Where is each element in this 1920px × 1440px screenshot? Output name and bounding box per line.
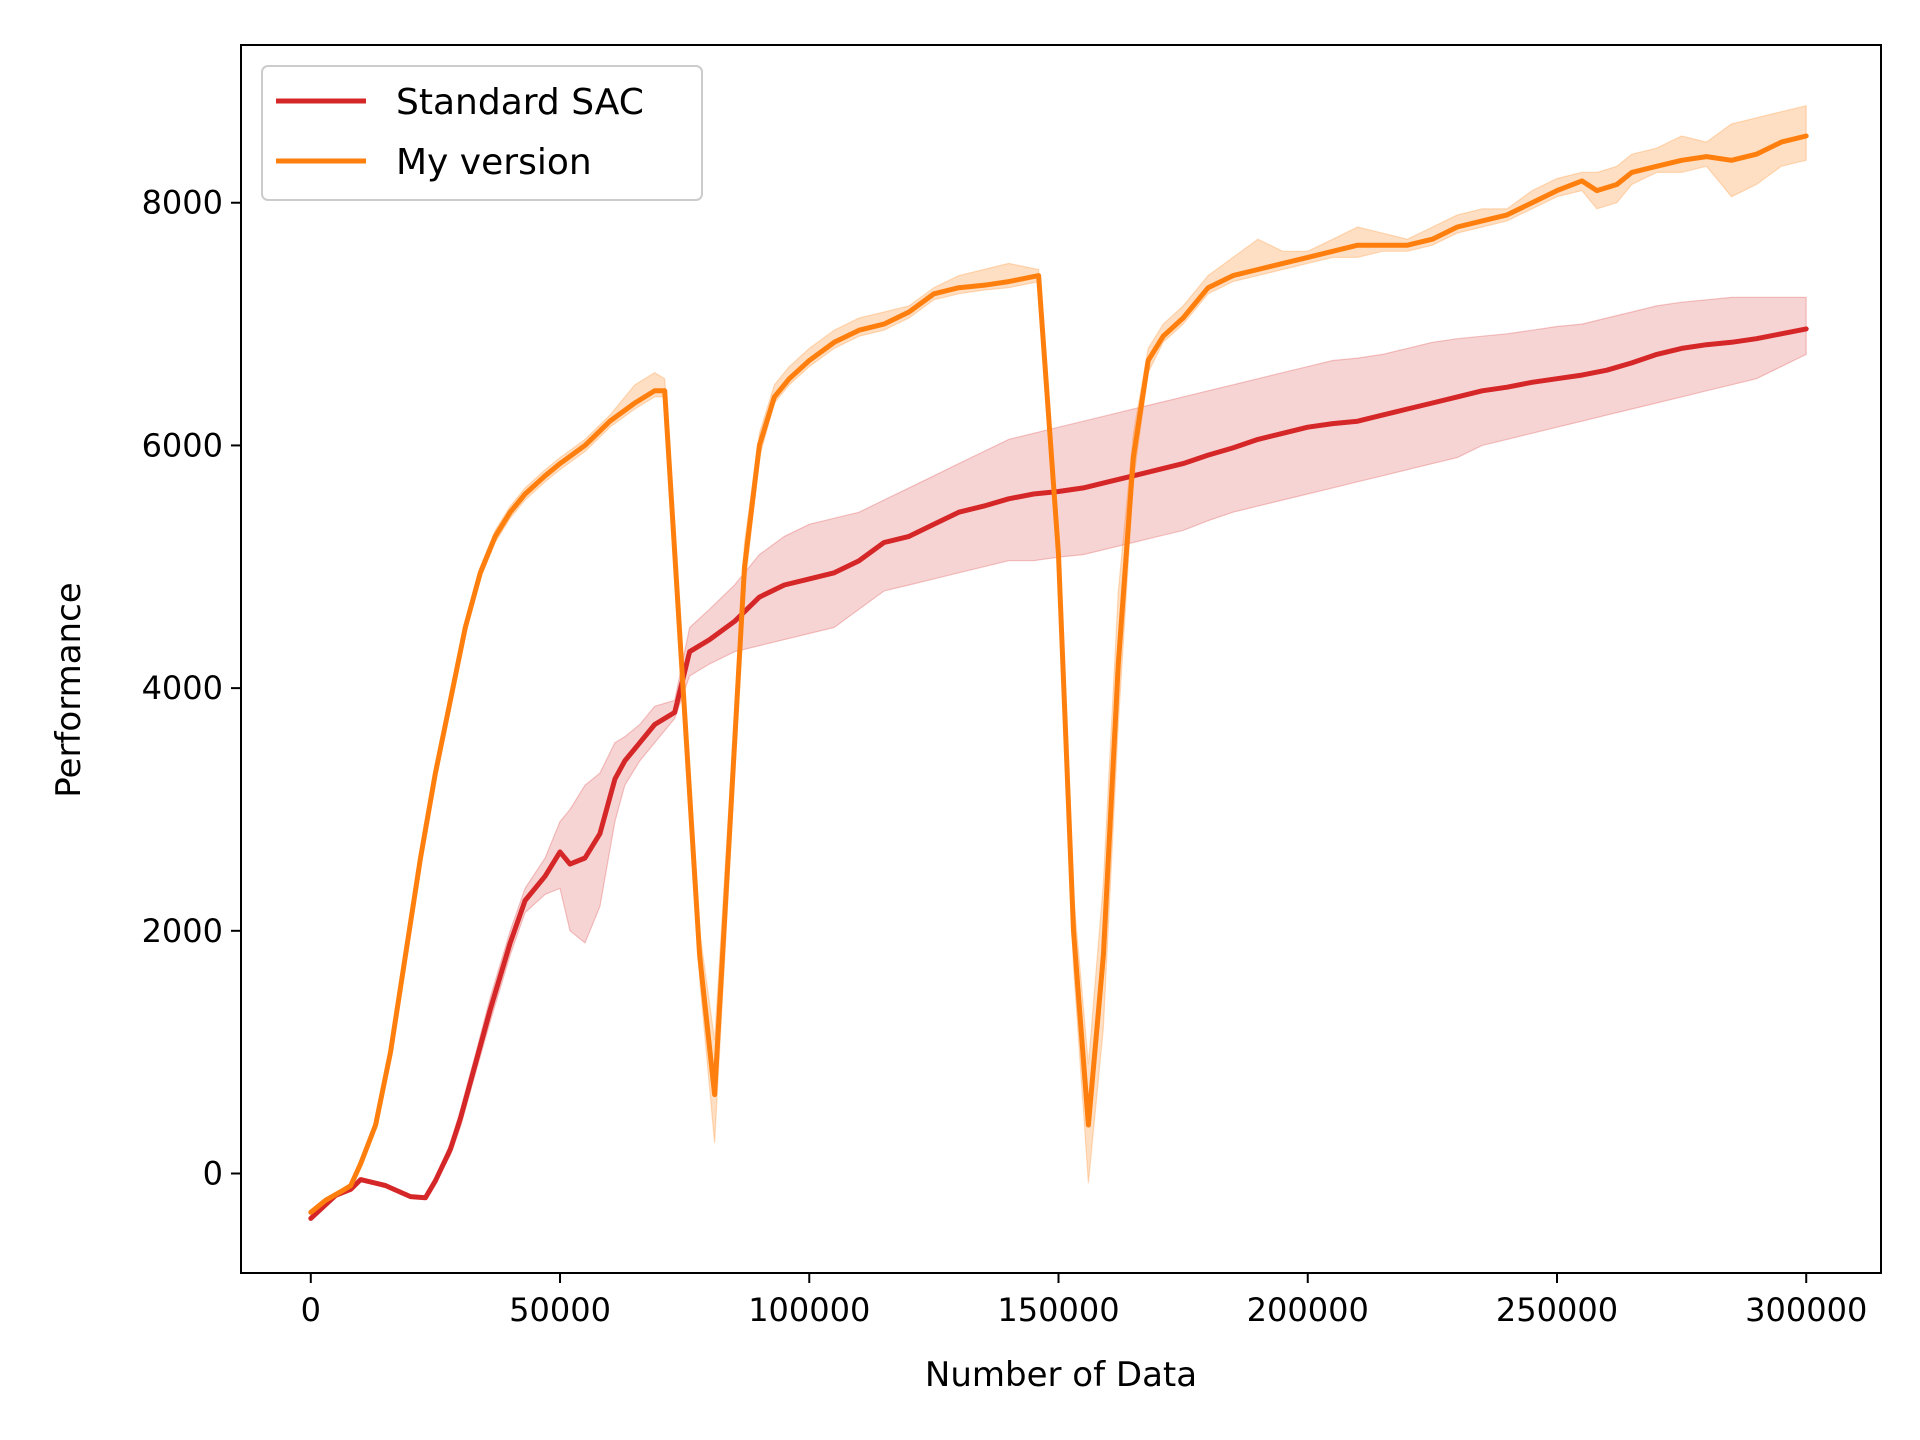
- y-tick-label: 2000: [142, 912, 223, 950]
- band-my-version: [310, 104, 1807, 1215]
- confidence-bands: [310, 104, 1807, 1221]
- series-lines: [308, 133, 1809, 1221]
- x-tick-label: 150000: [997, 1291, 1119, 1329]
- y-axis-ticks: 0 2000 4000 6000 8000: [142, 184, 241, 1192]
- line-my-version: [308, 133, 1809, 1215]
- legend-label-my-version: My version: [396, 142, 592, 183]
- x-tick-label: 50000: [509, 1291, 611, 1329]
- y-tick-label: 8000: [142, 184, 223, 222]
- y-tick-label: 6000: [142, 426, 223, 464]
- y-tick-label: 0: [203, 1154, 223, 1192]
- x-tick-label: 300000: [1745, 1291, 1867, 1329]
- legend-label-standard-sac: Standard SAC: [396, 82, 644, 123]
- plot-frame: [240, 44, 1882, 1274]
- x-tick-label: 100000: [748, 1291, 870, 1329]
- x-axis-ticks: 0 50000 100000 150000 200000 250000 300000: [301, 1273, 1867, 1329]
- legend-box: [261, 65, 703, 201]
- x-tick-label: 250000: [1496, 1291, 1618, 1329]
- legend: Standard SAC My version: [261, 65, 703, 201]
- y-axis-label: Performance: [49, 582, 89, 797]
- x-tick-label: 200000: [1247, 1291, 1369, 1329]
- x-axis-label: Number of Data: [925, 1355, 1197, 1395]
- line-standard-sac: [308, 326, 1809, 1221]
- y-tick-label: 4000: [142, 669, 223, 707]
- x-tick-label: 0: [301, 1291, 321, 1329]
- band-standard-sac: [310, 296, 1807, 1221]
